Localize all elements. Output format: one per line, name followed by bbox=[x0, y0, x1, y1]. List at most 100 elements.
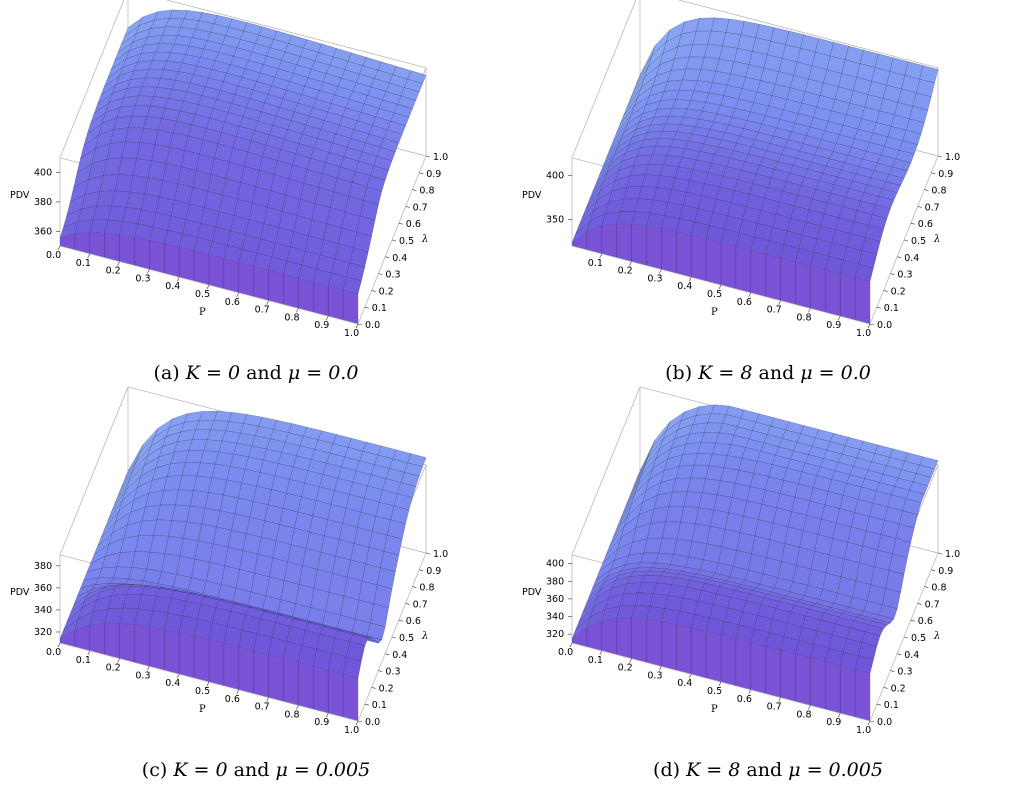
y-tick-label: 0.2 bbox=[379, 683, 394, 694]
x-tick-mark bbox=[117, 261, 120, 266]
y-tick-mark bbox=[903, 636, 909, 639]
y-tick-label: 0.7 bbox=[413, 202, 428, 213]
x-tick-mark bbox=[87, 650, 91, 655]
caption-tag: (c) bbox=[141, 759, 168, 781]
surface-patch bbox=[854, 263, 874, 282]
x-tick-mark bbox=[57, 642, 61, 648]
x-tick-label: 0.7 bbox=[767, 702, 782, 713]
x-tick-label: 0.7 bbox=[767, 305, 782, 316]
y-tick-mark bbox=[371, 687, 376, 689]
y-tick-mark bbox=[378, 670, 383, 672]
y-tick-label: 0.1 bbox=[884, 303, 899, 314]
x-tick-label: 0.9 bbox=[826, 320, 841, 331]
y-tick-label: 0.8 bbox=[419, 186, 434, 197]
x-tick-mark bbox=[808, 705, 811, 710]
x-tick-mark bbox=[266, 300, 269, 305]
y-tick-label: 1.0 bbox=[433, 152, 448, 163]
x-tick-mark bbox=[599, 253, 603, 258]
x-tick-label: 1.0 bbox=[344, 328, 359, 339]
x-tick-mark bbox=[778, 697, 781, 702]
y-tick-label: 0.0 bbox=[365, 717, 380, 728]
x-tick-mark bbox=[718, 284, 722, 290]
x-tick-mark bbox=[296, 308, 299, 313]
y-tick-label: 0.1 bbox=[372, 303, 387, 314]
z-axis-label: PDV bbox=[522, 587, 542, 598]
y-tick-mark bbox=[385, 256, 390, 259]
x-tick-mark bbox=[176, 674, 180, 679]
x-tick-mark bbox=[236, 292, 240, 297]
surface-plot-c: 0.0 0.1 0.2 0.3 0.4 0.5 0.6 0.7 0.8 0.9 1.0 P 0.0 0.1… bbox=[10, 386, 448, 736]
y-tick-mark bbox=[937, 155, 943, 158]
y-tick-label: 0.3 bbox=[897, 270, 912, 281]
y-tick-mark bbox=[398, 222, 403, 225]
y-tick-label: 0.7 bbox=[925, 202, 940, 213]
y-tick-label: 0.5 bbox=[911, 633, 926, 644]
x-tick-mark bbox=[147, 666, 150, 671]
x-tick-label: 0.4 bbox=[677, 678, 692, 689]
y-tick-mark bbox=[937, 552, 943, 555]
x-tick-mark bbox=[236, 689, 240, 694]
x-tick-label: 0.1 bbox=[76, 258, 91, 269]
x-tick-label: 0.0 bbox=[46, 647, 61, 658]
x-tick-label: 0.4 bbox=[165, 281, 180, 292]
y-tick-label: 0.2 bbox=[891, 286, 906, 297]
y-tick-mark bbox=[419, 172, 424, 175]
y-tick-mark bbox=[425, 552, 431, 555]
y-tick-mark bbox=[876, 306, 881, 309]
y-tick-label: 0.9 bbox=[938, 169, 953, 180]
surface-patch bbox=[342, 276, 362, 295]
y-tick-label: 0.5 bbox=[911, 236, 926, 247]
x-tick-label: 0.8 bbox=[284, 312, 299, 323]
y-tick-label: 0.1 bbox=[884, 700, 899, 711]
x-tick-mark bbox=[867, 323, 871, 329]
x-tick-mark bbox=[206, 284, 210, 290]
plot-area: 0.1 0.2 0.3 0.4 0.5 0.6 0.7 0.8 0.9 1.0 P 0.0 0.1 0.2… bbox=[522, 0, 960, 339]
x-tick-label: 0.4 bbox=[165, 678, 180, 689]
y-tick-label: 0.1 bbox=[372, 700, 387, 711]
y-tick-mark bbox=[910, 619, 915, 622]
caption-and: and bbox=[746, 759, 783, 781]
y-tick-label: 0.3 bbox=[385, 667, 400, 678]
y-tick-mark bbox=[869, 323, 875, 326]
y-tick-mark bbox=[924, 189, 929, 191]
bounding-box-edge bbox=[165, 0, 427, 69]
y-tick-label: 0.5 bbox=[399, 236, 414, 247]
x-tick-mark bbox=[355, 323, 359, 329]
plot-area: 0.0 0.1 0.2 0.3 0.4 0.5 0.6 0.7 0.8 0.9 1.0 P 0.0 0.1… bbox=[522, 386, 960, 736]
x-tick-label: 0.6 bbox=[737, 297, 752, 308]
x-tick-mark bbox=[355, 720, 359, 726]
z-axis-label: PDV bbox=[522, 190, 542, 201]
y-tick-label: 0.9 bbox=[426, 566, 441, 577]
x-tick-label: 0.3 bbox=[647, 670, 662, 681]
x-tick-mark bbox=[325, 316, 329, 321]
surface-patch bbox=[342, 656, 362, 679]
y-tick-label: 1.0 bbox=[945, 549, 960, 560]
caption-mu: μ = 0.005 bbox=[275, 759, 371, 781]
surface-patch bbox=[373, 584, 393, 608]
y-tick-label: 0.6 bbox=[406, 616, 421, 627]
plot-area: 0.0 0.1 0.2 0.3 0.4 0.5 0.6 0.7 0.8 0.9 1.0 P 0.0 0.1… bbox=[10, 386, 448, 736]
caption-k: K = 8 bbox=[686, 759, 741, 781]
caption-and: and bbox=[246, 362, 282, 384]
y-tick-label: 0.4 bbox=[904, 253, 919, 264]
y-tick-mark bbox=[364, 703, 369, 706]
chart-panel-a: 0.0 0.1 0.2 0.3 0.4 0.5 0.6 0.7 0.8 0.9 1.0 P 0.0 0.1… bbox=[0, 0, 512, 397]
x-tick-label: 0.5 bbox=[195, 289, 210, 300]
y-tick-mark bbox=[924, 586, 929, 588]
x-tick-label: 0.3 bbox=[647, 273, 662, 284]
y-tick-mark bbox=[391, 239, 397, 242]
bounding-box-edge bbox=[571, 0, 637, 158]
x-tick-label: 0.3 bbox=[135, 670, 150, 681]
y-tick-mark bbox=[357, 323, 363, 326]
x-tick-label: 0.1 bbox=[76, 655, 91, 666]
surface-plot-d: 0.0 0.1 0.2 0.3 0.4 0.5 0.6 0.7 0.8 0.9 1.0 P 0.0 0.1… bbox=[522, 386, 960, 736]
y-tick-mark bbox=[405, 206, 410, 208]
y-tick-label: 0.0 bbox=[877, 320, 892, 331]
x-tick-label: 0.2 bbox=[106, 266, 121, 277]
x-axis-label: P bbox=[711, 704, 718, 715]
x-tick-label: 0.2 bbox=[618, 663, 633, 674]
x-tick-label: 0.1 bbox=[588, 655, 603, 666]
y-tick-mark bbox=[378, 273, 383, 275]
x-tick-mark bbox=[569, 642, 573, 648]
x-tick-mark bbox=[325, 713, 329, 718]
